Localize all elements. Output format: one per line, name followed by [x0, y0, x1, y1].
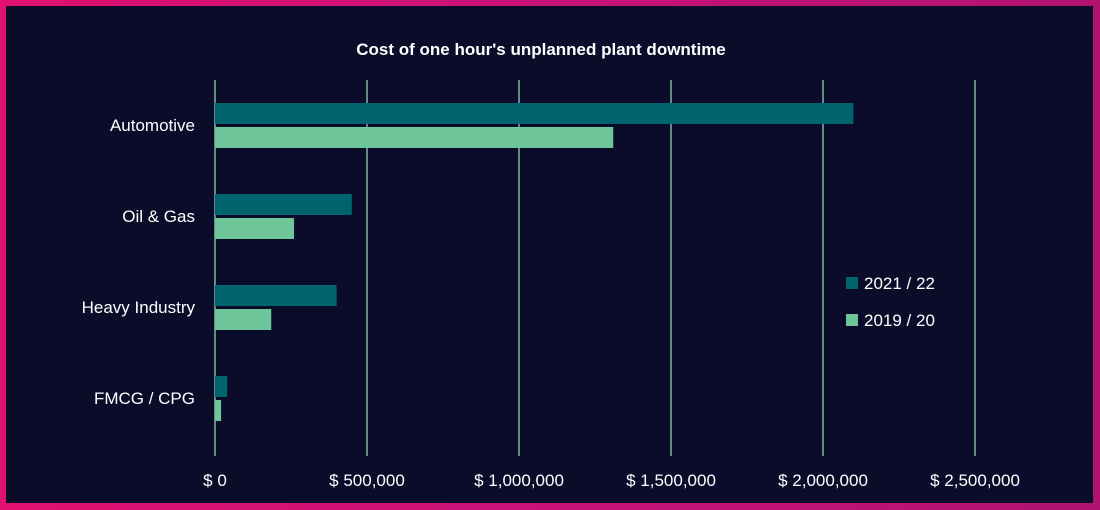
bar-fmcg-cpg-series-2 — [215, 400, 222, 421]
category-label: Heavy Industry — [82, 298, 196, 317]
bar-heavy-industry-series-1 — [215, 285, 337, 306]
bar-fmcg-cpg-series-1 — [215, 376, 228, 397]
x-tick-label: $ 500,000 — [329, 471, 405, 490]
bar-heavy-industry-series-2 — [215, 309, 272, 330]
legend-swatch-2 — [846, 314, 858, 326]
legend-label-2: 2019 / 20 — [864, 311, 935, 330]
bar-oil-gas-series-2 — [215, 218, 295, 239]
x-tick-label: $ 2,000,000 — [778, 471, 868, 490]
x-tick-label: $ 1,500,000 — [626, 471, 716, 490]
chart-title: Cost of one hour's unplanned plant downt… — [356, 40, 726, 59]
bar-chart: Cost of one hour's unplanned plant downt… — [82, 40, 1020, 490]
x-tick-label: $ 2,500,000 — [930, 471, 1020, 490]
x-tick-label: $ 1,000,000 — [474, 471, 564, 490]
category-label: FMCG / CPG — [94, 389, 195, 408]
bar-automotive-series-2 — [215, 127, 614, 148]
bars — [215, 103, 854, 421]
x-axis-ticks: $ 0 $ 500,000 $ 1,000,000 $ 1,500,000 $ 2,00… — [203, 471, 1020, 490]
bar-oil-gas-series-1 — [215, 194, 352, 215]
legend: 2021 / 22 2019 / 20 — [846, 274, 935, 330]
category-label: Oil & Gas — [122, 207, 195, 226]
category-labels: Automotive Oil & Gas Heavy Industry FMCG / … — [82, 116, 196, 408]
legend-swatch-1 — [846, 277, 858, 289]
x-tick-label: $ 0 — [203, 471, 227, 490]
legend-label-1: 2021 / 22 — [864, 274, 935, 293]
chart-panel: Cost of one hour's unplanned plant downt… — [6, 6, 1093, 503]
bar-automotive-series-1 — [215, 103, 854, 124]
category-label: Automotive — [110, 116, 195, 135]
